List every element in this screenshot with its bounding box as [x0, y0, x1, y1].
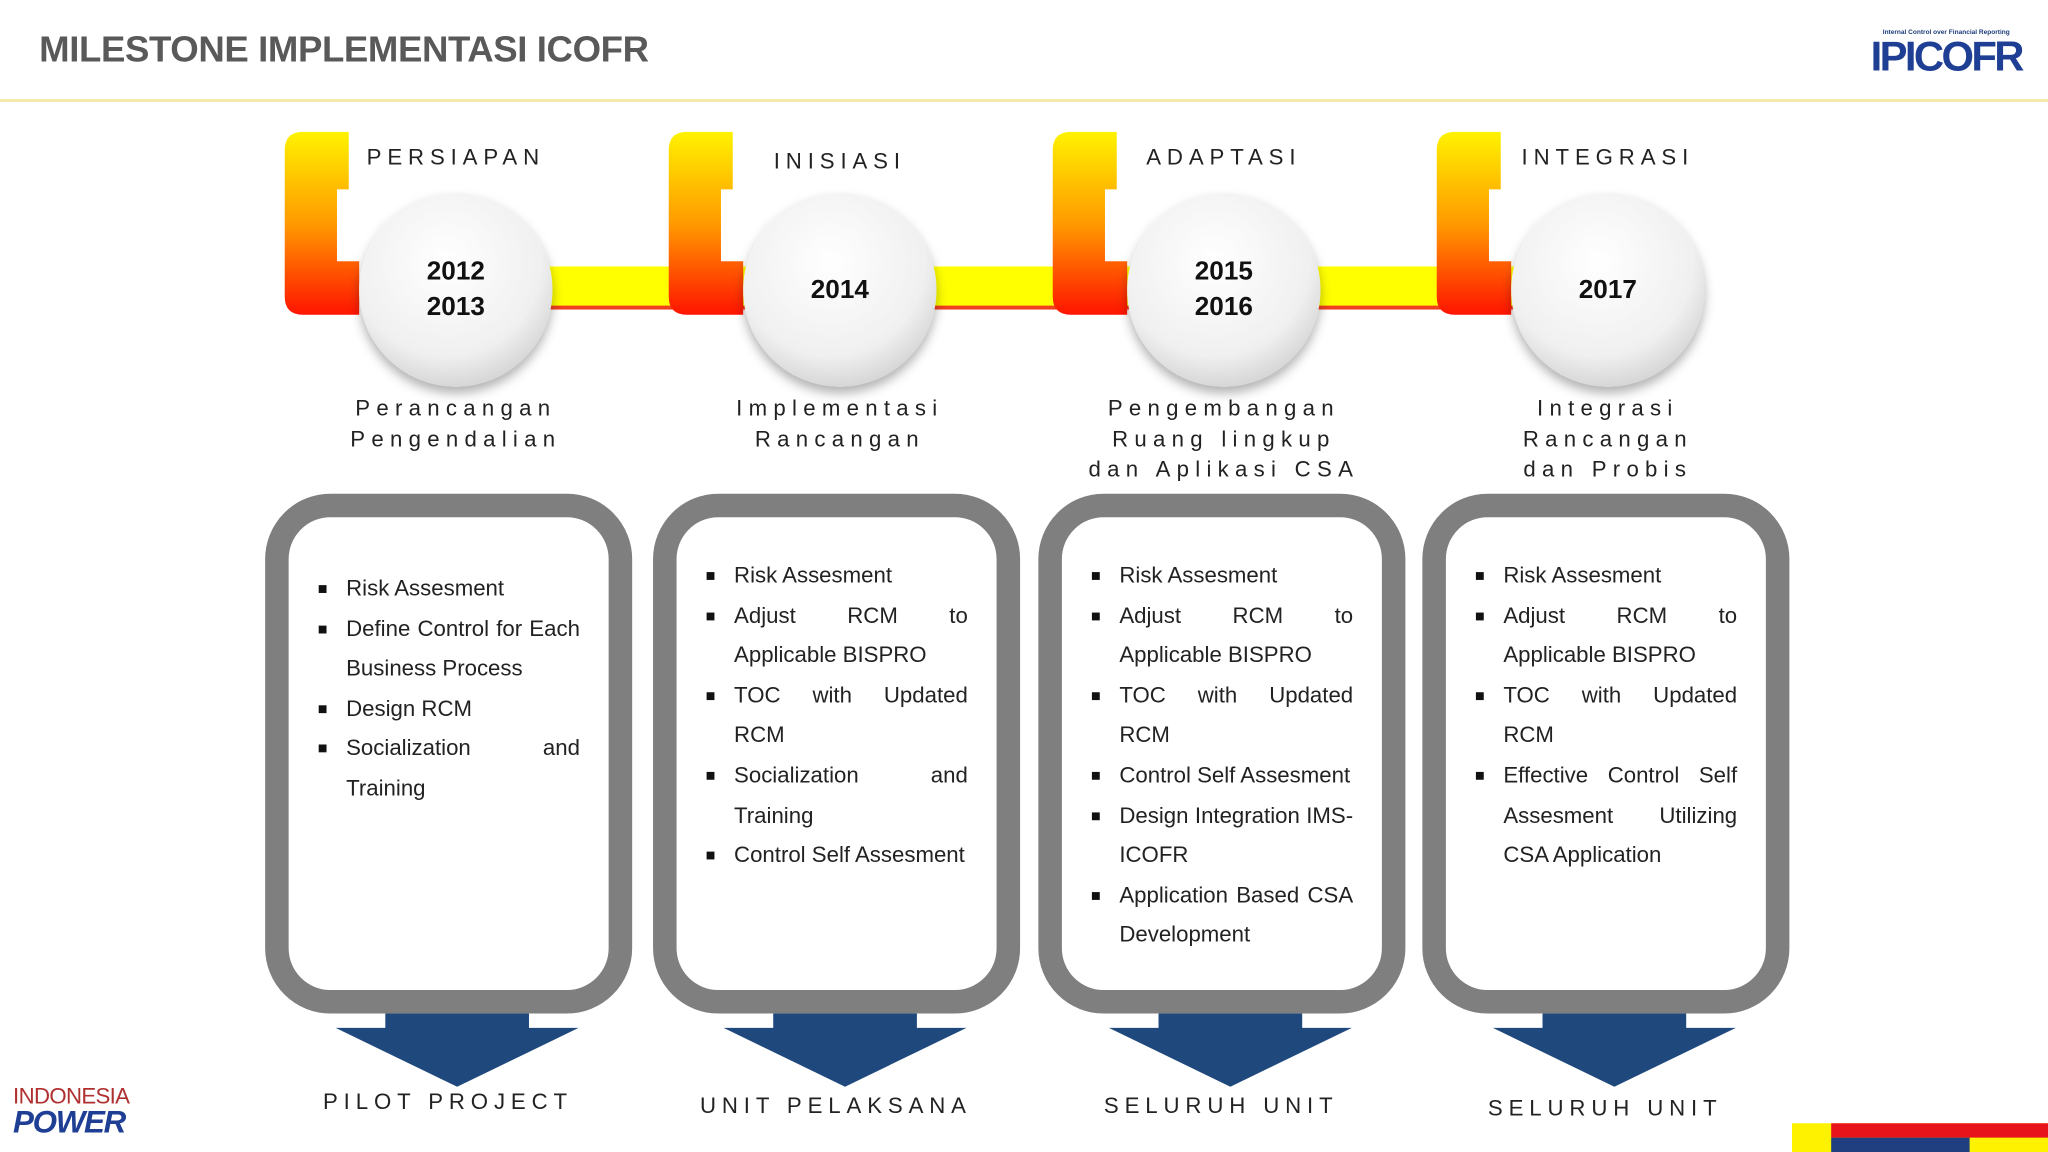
item-list: Risk Assesment Adjust RCM to Applicable B…: [677, 556, 997, 876]
year-circle: [359, 193, 553, 387]
arrow-stem: [1542, 1013, 1687, 1030]
year-circle: [1127, 193, 1321, 387]
corner-stripe: [1831, 1123, 2048, 1138]
bracket: [284, 131, 360, 315]
description: Perancangan Pengendalian: [260, 393, 652, 454]
description-line: Implementasi: [736, 395, 944, 421]
logo-text: IPICOFR: [1870, 32, 2025, 80]
phase-label: INTEGRASI: [1521, 144, 1695, 170]
item: Risk Assesment: [1475, 556, 1737, 596]
corner-stripe: [1831, 1137, 1970, 1152]
item: TOC with Updated RCM: [706, 676, 968, 756]
year: 2013: [426, 292, 485, 322]
arrow-stem: [385, 1013, 529, 1030]
item: Adjust RCM to Applicable BISPRO: [1091, 596, 1353, 676]
description: Pengembangan Ruang lingkup dan Aplikasi CS…: [1028, 393, 1420, 485]
year: 2012: [426, 257, 485, 287]
item: Control Self Assesment: [706, 836, 968, 876]
divider: [0, 99, 2048, 102]
description-line: Integrasi: [1537, 395, 1679, 421]
timeline-edge: [455, 305, 1608, 310]
item: Risk Assesment: [706, 556, 968, 596]
timeline-bar: [455, 266, 1608, 309]
item: TOC with Updated RCM: [1475, 676, 1737, 756]
description-line: Perancangan: [355, 395, 557, 421]
description-line: Ruang lingkup: [1112, 426, 1336, 452]
item-box: Risk Assesment Define Control for Each Bu…: [265, 493, 633, 1014]
item-box: Risk Assesment Adjust RCM to Applicable B…: [1422, 493, 1790, 1014]
brand-top: INDONESIA: [13, 1084, 130, 1109]
item-list: Risk Assesment Adjust RCM to Applicable B…: [1446, 556, 1766, 876]
title: MILESTONE IMPLEMENTASI ICOFR: [39, 28, 649, 70]
description-line: Pengendalian: [350, 426, 562, 452]
year: 2017: [1578, 274, 1637, 304]
phase-label: INISIASI: [773, 148, 906, 174]
item: Design Integration IMS-ICOFR: [1091, 796, 1353, 876]
description-line: Rancangan: [1522, 426, 1693, 452]
years: 2014: [761, 272, 918, 307]
year-circle: [743, 193, 937, 387]
description-line: Rancangan: [754, 426, 925, 452]
item: Socialization and Training: [706, 756, 968, 836]
item-list: Risk Assesment Adjust RCM to Applicable B…: [1062, 556, 1382, 956]
arrow-stem: [773, 1013, 917, 1030]
outcome: UNIT PELAKSANA: [699, 1093, 972, 1119]
year: 2016: [1194, 292, 1253, 322]
description-line: Pengembangan: [1107, 395, 1340, 421]
item: Adjust RCM to Applicable BISPRO: [706, 596, 968, 676]
outcome: SELURUH UNIT: [1103, 1093, 1339, 1119]
item: Design RCM: [318, 689, 580, 729]
item: TOC with Updated RCM: [1091, 676, 1353, 756]
item: Application Based CSA Development: [1091, 876, 1353, 956]
description-line: dan Probis: [1523, 457, 1693, 482]
arrow: [1108, 1027, 1352, 1087]
item: Effective Control Self Assesment Utilizi…: [1475, 756, 1737, 876]
logo: Internal Control over Financial Reportin…: [1870, 28, 2025, 80]
arrow: [723, 1027, 967, 1087]
phase-label: PERSIAPAN: [366, 144, 546, 170]
year: 2014: [810, 274, 869, 304]
item: Socialization and Training: [318, 729, 580, 809]
year-circle: [1511, 193, 1705, 387]
item: Risk Assesment: [1091, 556, 1353, 596]
description: Implementasi Rancangan: [644, 393, 1036, 454]
item: Adjust RCM to Applicable BISPRO: [1475, 596, 1737, 676]
brand-bottom: POWER: [13, 1104, 126, 1141]
item: Define Control for Each Business Process: [318, 609, 580, 689]
year: 2015: [1194, 257, 1253, 287]
description: Integrasi Rancangan dan Probis: [1412, 393, 1804, 485]
phase-label: ADAPTASI: [1146, 144, 1302, 170]
brand: INDONESIA POWER: [13, 1084, 130, 1141]
arrow-stem: [1158, 1013, 1303, 1030]
outcome: PILOT PROJECT: [322, 1089, 573, 1115]
item-box: Risk Assesment Adjust RCM to Applicable B…: [653, 493, 1021, 1014]
item: Control Self Assesment: [1091, 756, 1353, 796]
years: 2015 2016: [1145, 255, 1302, 326]
years: 2017: [1529, 272, 1686, 307]
arrow: [1492, 1027, 1736, 1087]
item: Risk Assesment: [318, 569, 580, 609]
item-list: Risk Assesment Define Control for Each Bu…: [289, 569, 609, 809]
outcome: SELURUH UNIT: [1487, 1095, 1723, 1121]
bracket: [1436, 131, 1512, 315]
bracket: [1052, 131, 1128, 315]
item-box: Risk Assesment Adjust RCM to Applicable B…: [1038, 493, 1406, 1014]
bracket: [668, 131, 744, 315]
arrow: [335, 1027, 579, 1087]
description-line: dan Aplikasi CSA: [1088, 457, 1360, 482]
logo-caption: Internal Control over Financial Reportin…: [1882, 28, 2010, 37]
years: 2012 2013: [377, 255, 534, 326]
